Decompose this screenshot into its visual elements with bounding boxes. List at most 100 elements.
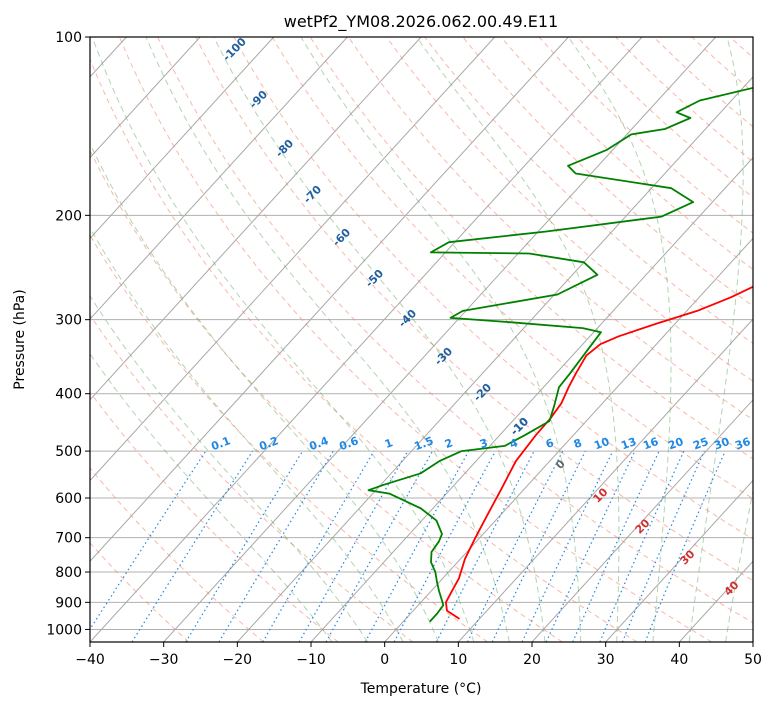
y-axis-label: Pressure (hPa) bbox=[12, 289, 28, 389]
y-tick-label: 600 bbox=[55, 491, 82, 507]
moist-adiabat-line bbox=[688, 37, 744, 642]
dry-adiabat-line bbox=[386, 37, 753, 382]
moist-adiabat-line bbox=[91, 37, 475, 642]
x-tick-label: 0 bbox=[380, 652, 389, 668]
isotherm-line bbox=[457, 318, 753, 642]
mixing-ratio-label: 4 bbox=[508, 436, 520, 451]
x-tick-label: −40 bbox=[75, 652, 105, 668]
mixing-ratio-line bbox=[131, 450, 254, 642]
isotherm-line bbox=[236, 76, 753, 642]
mixing-ratio-label: 2 bbox=[443, 436, 455, 451]
mixing-ratio-line bbox=[218, 450, 334, 642]
dry-adiabat-line bbox=[462, 37, 753, 307]
isotherm-line bbox=[90, 37, 643, 642]
moist-adiabat-line bbox=[567, 37, 672, 642]
mixing-ratio-label: 6 bbox=[544, 436, 556, 451]
profile-series bbox=[367, 86, 753, 623]
y-tick-label: 200 bbox=[55, 208, 82, 224]
moist-adiabat-line bbox=[90, 352, 333, 642]
dry-adiabat-line bbox=[233, 37, 753, 540]
isotherm-line bbox=[531, 399, 753, 642]
isotherm-line bbox=[605, 479, 753, 642]
x-tick-label: 10 bbox=[449, 652, 467, 668]
x-axis-label: Temperature (°C) bbox=[360, 681, 482, 697]
isotherm-line bbox=[90, 37, 201, 159]
dry-adiabat-line bbox=[271, 37, 753, 500]
mixing-ratio-label: 13 bbox=[619, 435, 638, 452]
mixing-ratio-label: 1.5 bbox=[412, 434, 435, 453]
isotherm-line bbox=[163, 37, 717, 642]
mixing-ratio-line bbox=[90, 450, 207, 631]
pressure-gridlines bbox=[90, 37, 753, 630]
isotherm-line bbox=[752, 641, 753, 642]
y-tick-label: 1000 bbox=[46, 622, 82, 638]
mixing-ratio-line bbox=[491, 450, 586, 642]
mixing-ratio-label: 0.2 bbox=[257, 434, 280, 453]
dry-adiabat-line bbox=[90, 234, 488, 642]
dry-adiabat-line bbox=[90, 467, 264, 642]
chart-title: wetPf2_YM08.2026.062.00.49.E11 bbox=[284, 12, 558, 32]
y-axis: 100 200 300 400 500 600 700 800 900 1000 bbox=[46, 30, 90, 638]
x-tick-label: −30 bbox=[149, 652, 179, 668]
moist-adiabat-line bbox=[90, 226, 404, 642]
y-tick-label: 400 bbox=[55, 387, 82, 403]
moist-adiabat-line bbox=[145, 37, 510, 642]
x-tick-label: −10 bbox=[296, 652, 326, 668]
mixing-ratio-label: 8 bbox=[572, 436, 584, 451]
mixing-ratio-line bbox=[364, 450, 470, 642]
dry-adiabats bbox=[90, 37, 775, 642]
isotherm-line bbox=[90, 37, 275, 240]
dry-adiabat-line bbox=[768, 37, 775, 642]
mixing-ratio-label: 0.4 bbox=[307, 434, 330, 453]
mixing-ratio-label: 1 bbox=[383, 436, 395, 451]
dewpoint-profile-line bbox=[367, 86, 753, 623]
temperature-profile-line bbox=[445, 285, 753, 620]
mixing-ratio-label: 10 bbox=[592, 435, 611, 453]
isotherm-line bbox=[310, 156, 753, 642]
moist-adiabats bbox=[90, 37, 753, 642]
mixing-ratio-label: 3 bbox=[478, 436, 490, 451]
mixing-ratio-line bbox=[393, 450, 496, 642]
moist-adiabat-line bbox=[90, 294, 369, 642]
x-tick-label: 30 bbox=[597, 652, 615, 668]
mixing-ratio-label: 20 bbox=[666, 435, 685, 453]
x-tick-label: 40 bbox=[670, 652, 688, 668]
y-tick-label: 100 bbox=[55, 30, 82, 46]
skewed-isotherms bbox=[90, 37, 753, 642]
isotherm-line bbox=[90, 37, 569, 563]
mixing-ratio-line bbox=[545, 450, 636, 642]
y-tick-label: 800 bbox=[55, 565, 82, 581]
dry-adiabat-line bbox=[195, 37, 753, 582]
mixing-ratio-label: 0.1 bbox=[209, 434, 232, 453]
x-tick-label: 50 bbox=[744, 652, 762, 668]
isotherm-line bbox=[90, 37, 496, 482]
dry-adiabat-line bbox=[347, 37, 753, 421]
mixing-ratio-label: 0.6 bbox=[337, 434, 360, 453]
moist-adiabat-line bbox=[213, 37, 546, 642]
mixing-ratio-line bbox=[185, 450, 304, 642]
dry-adiabat-line bbox=[90, 149, 563, 642]
isotherm-line bbox=[90, 37, 422, 401]
mixing-ratio-label: 30 bbox=[712, 435, 731, 453]
mixing-ratio-label: 16 bbox=[641, 435, 660, 453]
y-tick-label: 900 bbox=[55, 595, 82, 611]
mixing-ratio-label: 25 bbox=[691, 435, 710, 452]
mixing-ratio-line bbox=[521, 450, 614, 642]
plot-background bbox=[90, 37, 753, 642]
mixing-ratio-line bbox=[262, 450, 375, 642]
mixing-ratio-lines bbox=[90, 450, 726, 642]
dry-adiabat-line bbox=[90, 313, 414, 642]
x-tick-label: −20 bbox=[223, 652, 253, 668]
moist-adiabat-line bbox=[90, 142, 439, 642]
dry-adiabat-line bbox=[90, 391, 339, 642]
moist-adiabat-line bbox=[725, 488, 753, 642]
x-tick-label: 20 bbox=[523, 652, 541, 668]
mixing-ratio-label: 36 bbox=[733, 435, 752, 453]
x-axis: −40 −30 −20 −10 0 10 20 30 40 50 bbox=[75, 642, 762, 668]
dry-adiabat-line bbox=[157, 37, 753, 624]
y-tick-label: 300 bbox=[55, 313, 82, 329]
plot-frame bbox=[89, 36, 754, 643]
isotherm-line bbox=[384, 237, 753, 642]
y-tick-label: 700 bbox=[55, 531, 82, 547]
